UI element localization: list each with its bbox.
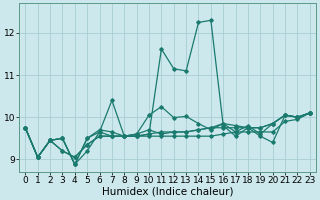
X-axis label: Humidex (Indice chaleur): Humidex (Indice chaleur) <box>102 187 233 197</box>
